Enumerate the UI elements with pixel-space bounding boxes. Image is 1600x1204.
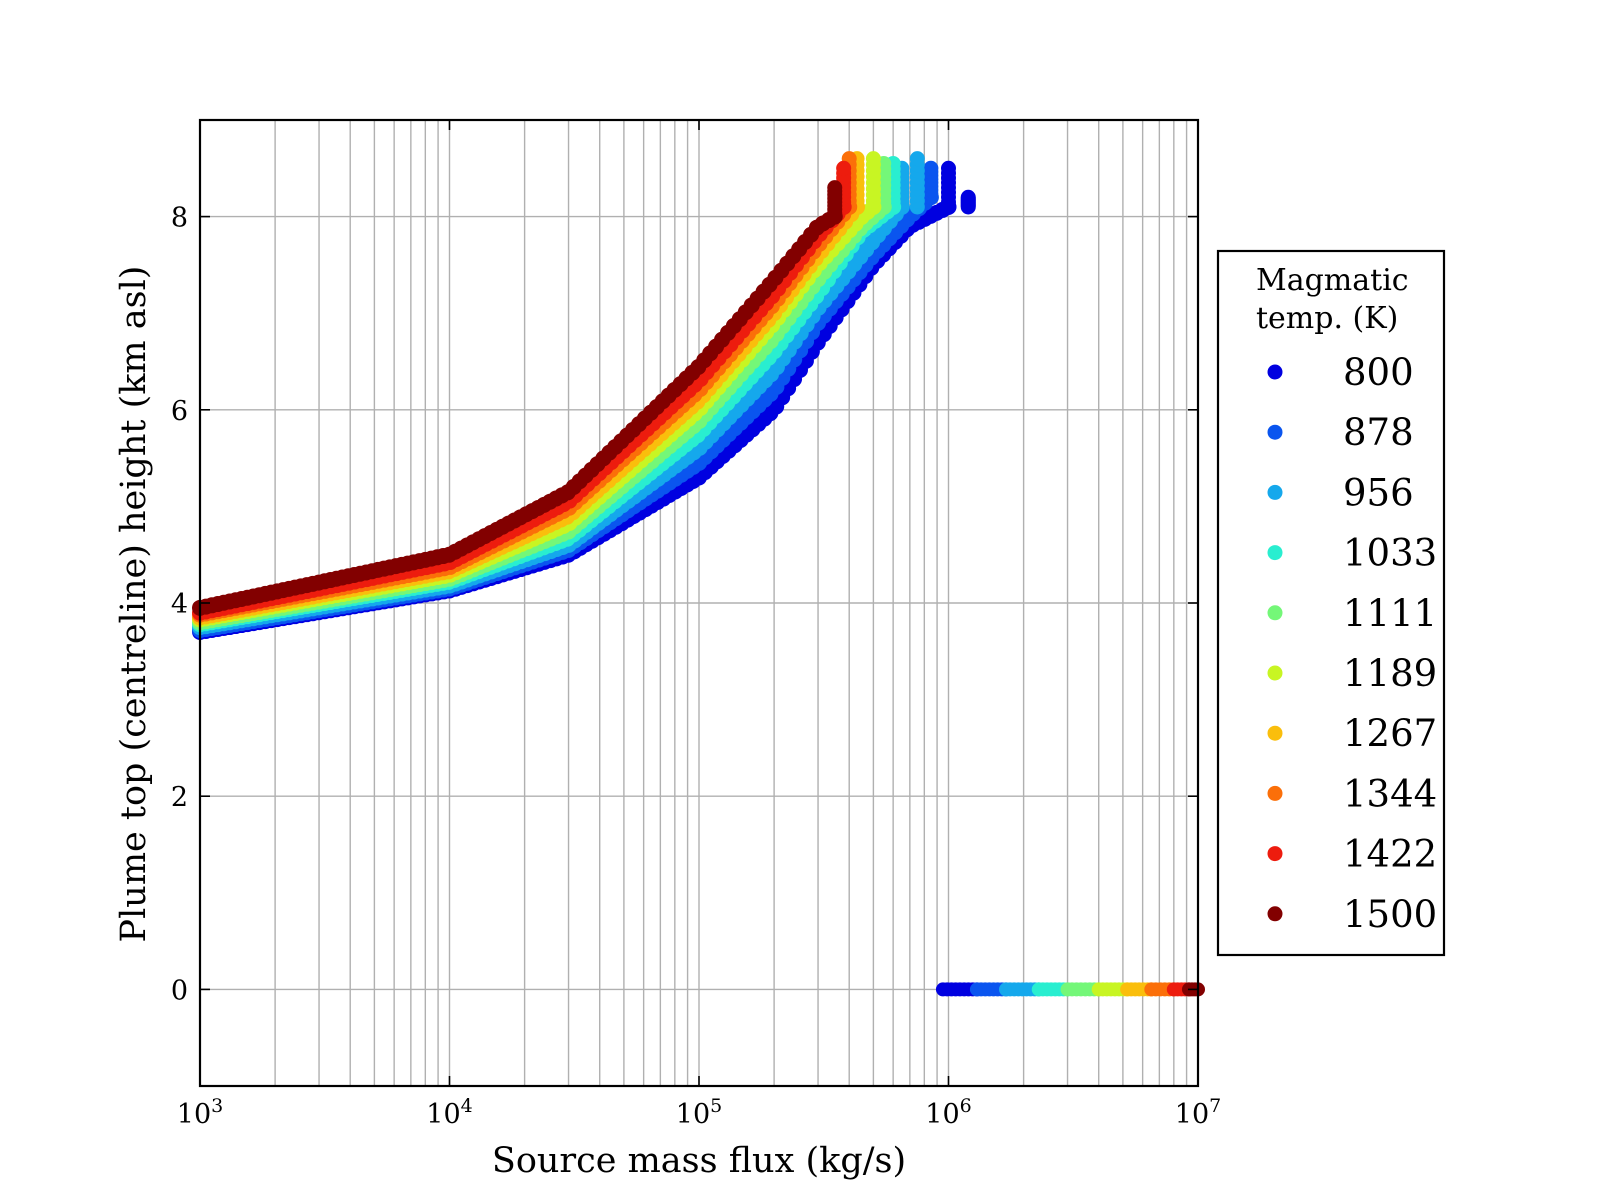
y-axis-label: Plume top (centreline) height (km asl) bbox=[114, 266, 154, 943]
legend-marker-1500 bbox=[1267, 906, 1283, 922]
legend-marker-1422 bbox=[1267, 846, 1283, 862]
data-point bbox=[909, 151, 925, 167]
y-tick-label: 0 bbox=[171, 975, 188, 1006]
legend-marker-1189 bbox=[1267, 665, 1283, 681]
legend-label-1344: 1344 bbox=[1343, 772, 1437, 815]
legend-marker-956 bbox=[1267, 484, 1283, 500]
y-tick-label: 6 bbox=[171, 396, 188, 427]
x-tick-label: 107 bbox=[1175, 1095, 1221, 1130]
data-point bbox=[923, 160, 939, 176]
legend-marker-1344 bbox=[1267, 785, 1283, 801]
legend-label-1500: 1500 bbox=[1343, 893, 1437, 936]
x-tick-label: 106 bbox=[925, 1095, 971, 1130]
legend-label-1111: 1111 bbox=[1343, 592, 1437, 635]
axis-ticks: 103 104 105 106 107 0 2 4 6 8 bbox=[171, 120, 1221, 1130]
data-point bbox=[960, 189, 976, 205]
legend-title-line2: temp. (K) bbox=[1256, 301, 1398, 336]
legend-marker-1267 bbox=[1267, 725, 1283, 741]
legend-label-1422: 1422 bbox=[1343, 833, 1437, 876]
legend-entries: 800 878 956 1033 1111 1189 1267 1344 1422 1500 bbox=[1267, 351, 1437, 936]
legend-marker-1033 bbox=[1267, 545, 1283, 561]
x-tick-label: 103 bbox=[177, 1095, 223, 1130]
legend-label-1189: 1189 bbox=[1343, 652, 1437, 695]
x-axis-label: Source mass flux (kg/s) bbox=[492, 1141, 906, 1181]
series-956 bbox=[192, 151, 1046, 997]
legend-box bbox=[1216, 249, 1446, 957]
legend-label-956: 956 bbox=[1343, 471, 1414, 514]
legend-label-878: 878 bbox=[1343, 411, 1414, 454]
y-tick-label: 4 bbox=[171, 589, 188, 620]
x-tick-label: 104 bbox=[426, 1095, 472, 1130]
y-tick-label: 8 bbox=[171, 203, 188, 234]
legend-title-line1: Magmatic bbox=[1256, 263, 1409, 298]
legend-marker-1111 bbox=[1267, 605, 1283, 621]
data-point bbox=[836, 160, 852, 176]
legend-label-1267: 1267 bbox=[1343, 712, 1437, 755]
legend: Magmatic temp. (K) 800 878 956 1033 1111 1189… bbox=[1216, 249, 1446, 957]
y-tick-label: 2 bbox=[171, 782, 188, 813]
scatter-points bbox=[192, 151, 1205, 997]
data-point bbox=[941, 160, 956, 176]
grid-lines bbox=[200, 120, 1198, 1086]
legend-marker-800 bbox=[1267, 364, 1283, 380]
data-point bbox=[865, 151, 881, 167]
legend-label-800: 800 bbox=[1343, 351, 1414, 394]
data-point bbox=[827, 180, 843, 196]
series-1500 bbox=[192, 180, 1205, 997]
legend-label-1033: 1033 bbox=[1343, 532, 1437, 575]
x-tick-label: 105 bbox=[676, 1095, 722, 1130]
legend-marker-878 bbox=[1267, 424, 1283, 440]
